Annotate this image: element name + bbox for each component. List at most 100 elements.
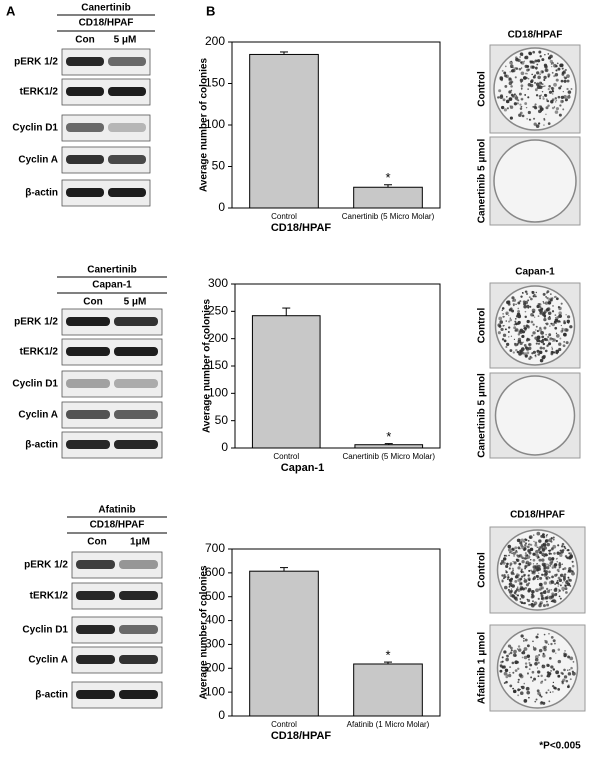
colony xyxy=(510,85,513,88)
colony xyxy=(521,594,525,599)
colony xyxy=(526,65,530,68)
colony xyxy=(512,298,517,302)
blot-row-label: pERK 1/2 xyxy=(24,560,68,571)
colony xyxy=(550,322,553,325)
colony xyxy=(566,315,571,319)
colony xyxy=(562,548,565,552)
panel-label: A xyxy=(6,3,16,18)
blot-band xyxy=(66,57,104,66)
colony xyxy=(537,302,541,306)
colony xyxy=(519,541,523,545)
colony xyxy=(530,320,534,324)
colony xyxy=(517,339,522,344)
colony xyxy=(511,594,515,598)
colony xyxy=(546,600,548,603)
colony xyxy=(514,660,519,665)
colony xyxy=(504,668,509,673)
colony xyxy=(566,321,569,324)
colony xyxy=(571,671,576,676)
colony xyxy=(520,87,523,90)
colony xyxy=(543,124,545,126)
colony xyxy=(538,50,542,54)
blot-band xyxy=(108,188,146,197)
colony xyxy=(540,545,544,549)
colony xyxy=(542,301,544,303)
colony xyxy=(514,76,517,79)
colony xyxy=(538,122,541,125)
colony xyxy=(561,67,564,70)
colony xyxy=(547,643,550,645)
colony xyxy=(520,634,524,638)
colony xyxy=(520,544,523,547)
colony xyxy=(569,656,574,661)
colony xyxy=(561,563,564,565)
blot-band xyxy=(76,560,115,569)
blot-band xyxy=(66,155,104,164)
colony xyxy=(545,691,548,694)
colony xyxy=(537,636,539,639)
blot-band xyxy=(66,410,110,419)
colony xyxy=(550,293,552,295)
colony xyxy=(538,648,543,653)
colony xyxy=(543,581,548,585)
colony xyxy=(505,571,508,574)
colony xyxy=(550,86,554,90)
colony xyxy=(560,324,563,327)
colony xyxy=(545,98,548,101)
colony xyxy=(510,69,515,73)
colony xyxy=(512,351,515,354)
colony xyxy=(549,325,551,327)
blot-band xyxy=(114,317,158,326)
colony xyxy=(524,310,527,313)
colony xyxy=(562,108,565,111)
colony xyxy=(526,644,530,648)
y-tick-label: 400 xyxy=(205,613,225,627)
colony xyxy=(517,342,519,345)
colony xyxy=(535,549,539,554)
colony xyxy=(515,588,519,591)
colony xyxy=(517,667,520,670)
colony xyxy=(551,547,554,551)
colony xyxy=(553,599,557,604)
colony xyxy=(567,672,572,676)
colony xyxy=(513,304,515,307)
colony xyxy=(535,291,538,294)
colony xyxy=(568,552,571,555)
colony xyxy=(507,544,512,549)
colony xyxy=(504,585,508,590)
colony xyxy=(541,90,544,93)
colony xyxy=(502,333,507,338)
colony xyxy=(520,84,524,88)
blot-band xyxy=(114,379,158,388)
panel-label: B xyxy=(206,3,215,18)
colony xyxy=(512,687,515,690)
colony xyxy=(531,335,533,337)
colony xyxy=(517,578,521,582)
colony xyxy=(523,579,528,583)
colony xyxy=(533,117,536,120)
colony xyxy=(567,684,570,687)
colony xyxy=(551,66,553,68)
colony xyxy=(524,565,527,569)
colony xyxy=(543,75,547,80)
colony xyxy=(510,80,514,84)
colony xyxy=(554,326,558,330)
colony xyxy=(545,322,547,325)
colony xyxy=(521,114,525,118)
colony xyxy=(544,589,547,592)
colony xyxy=(555,317,557,319)
colony xyxy=(503,554,506,557)
colony xyxy=(534,88,538,92)
colony xyxy=(517,566,521,570)
colony xyxy=(515,94,517,97)
colony xyxy=(531,65,535,69)
colony xyxy=(541,548,545,552)
colony xyxy=(503,671,508,676)
colony xyxy=(544,553,548,557)
colony xyxy=(520,71,525,76)
colony xyxy=(564,68,567,72)
colony xyxy=(503,682,506,684)
colony xyxy=(556,557,558,560)
colony xyxy=(561,71,565,75)
colony xyxy=(519,78,524,83)
